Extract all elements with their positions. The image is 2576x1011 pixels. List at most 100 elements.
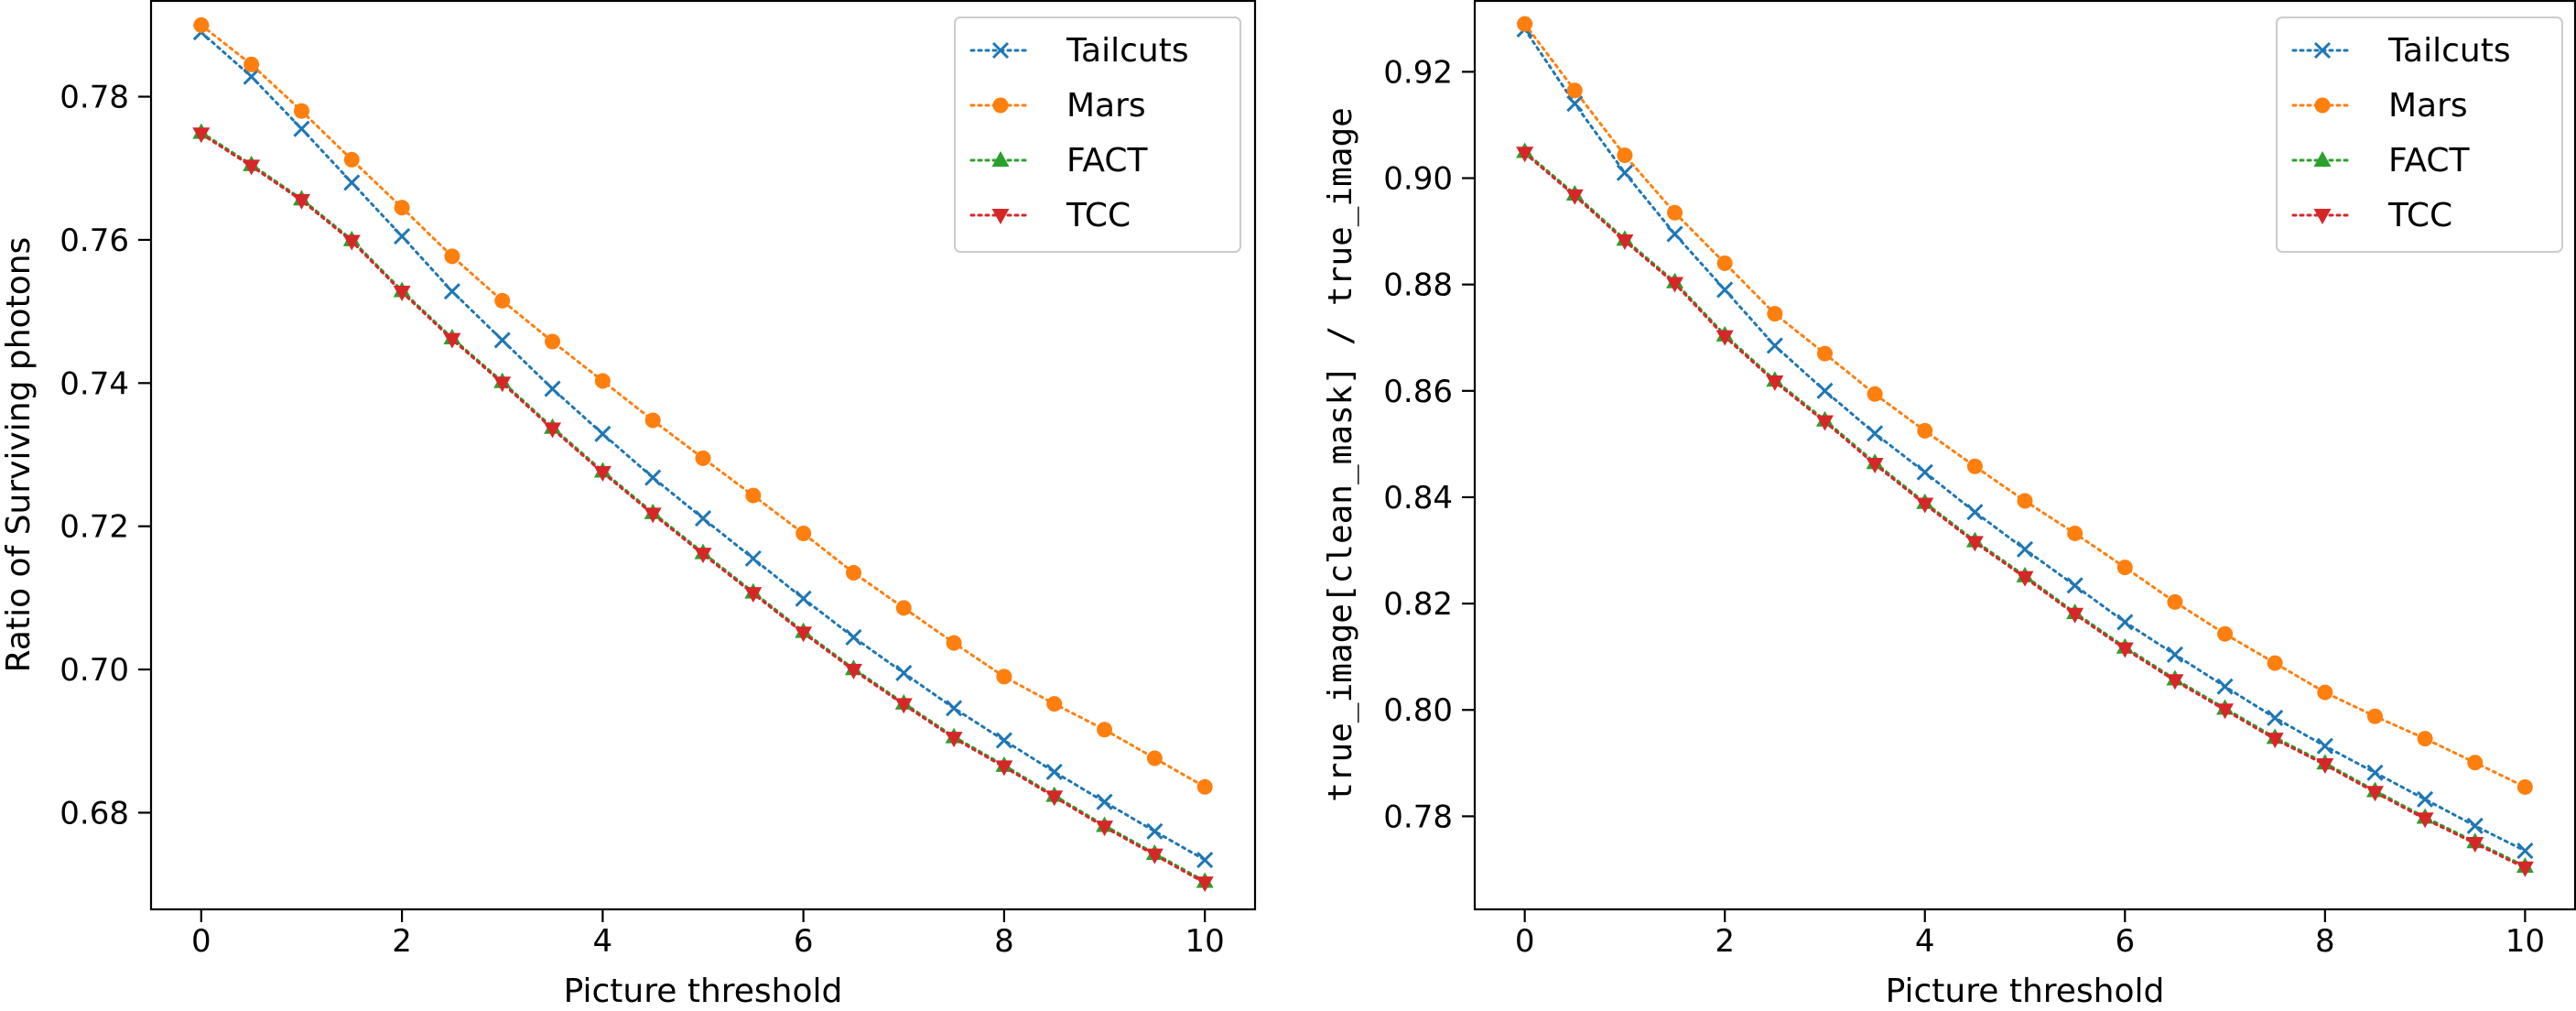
series-tcc xyxy=(1516,147,2534,877)
data-point-mars xyxy=(545,333,561,350)
data-point-tailcuts xyxy=(2267,709,2284,727)
data-point-tailcuts xyxy=(1916,463,1933,481)
y-tick-label: 0.82 xyxy=(1383,586,1453,623)
data-point-tailcuts xyxy=(1716,281,1734,299)
data-point-tcc xyxy=(744,587,763,603)
x-tick-label: 0 xyxy=(1515,923,1535,960)
data-point-mars xyxy=(394,200,410,216)
y-tick-label: 0.86 xyxy=(1383,374,1453,410)
legend-label: TCC xyxy=(1066,197,1131,234)
data-point-mars xyxy=(644,412,661,429)
data-point-tcc xyxy=(2365,786,2384,802)
x-tick-label: 2 xyxy=(392,923,412,960)
legend-marker xyxy=(991,209,1010,224)
data-point-tailcuts xyxy=(343,174,361,191)
series-line-tcc xyxy=(1523,151,2527,870)
data-point-mars xyxy=(996,669,1012,685)
data-point-mars xyxy=(1146,750,1163,766)
data-point-tcc xyxy=(1815,415,1834,431)
legend-entry-tailcuts: Tailcuts xyxy=(2291,32,2511,70)
data-point-tcc xyxy=(2116,642,2134,658)
data-point-tailcuts xyxy=(2116,614,2134,631)
y-tick-label: 0.84 xyxy=(1383,480,1453,516)
data-point-tailcuts xyxy=(995,732,1012,749)
data-point-tailcuts xyxy=(2216,678,2234,695)
data-point-tailcuts xyxy=(544,380,561,397)
y-tick-label: 0.74 xyxy=(60,365,129,402)
legend-label: FACT xyxy=(2388,142,2471,179)
data-point-mars xyxy=(2317,684,2333,701)
data-point-mars xyxy=(594,373,611,389)
data-point-tcc xyxy=(2166,674,2184,690)
data-point-tcc xyxy=(243,159,261,176)
data-point-mars xyxy=(1816,345,1833,362)
legend-marker xyxy=(992,97,1009,114)
data-point-tailcuts xyxy=(946,700,963,717)
y-tick-label: 0.80 xyxy=(1383,692,1453,729)
data-point-tcc xyxy=(393,286,411,302)
data-point-tailcuts xyxy=(394,227,411,245)
data-point-tcc xyxy=(192,127,211,144)
data-point-mars xyxy=(895,600,912,616)
y-tick-label: 0.78 xyxy=(60,80,129,116)
legend-entry-fact: FACT xyxy=(2291,142,2471,179)
legend-marker xyxy=(2313,151,2332,167)
legend: Tailcuts Mars FACT TCC xyxy=(2276,16,2563,253)
legend-box xyxy=(2276,16,2563,253)
data-point-mars xyxy=(2267,655,2283,671)
data-point-tcc xyxy=(2216,703,2235,720)
data-point-mars xyxy=(2116,560,2133,576)
x-tick-label: 4 xyxy=(593,923,613,960)
data-point-tailcuts xyxy=(795,590,812,607)
data-point-mars xyxy=(1917,422,1933,439)
data-point-tcc xyxy=(2466,836,2484,853)
x-tick-label: 0 xyxy=(191,923,211,960)
y-tick-label: 0.76 xyxy=(60,223,129,259)
data-point-tcc xyxy=(1516,147,1534,163)
data-point-mars xyxy=(2217,625,2234,642)
data-point-tcc xyxy=(1145,848,1164,864)
data-point-mars xyxy=(193,16,210,33)
data-point-tcc xyxy=(493,376,512,393)
x-axis-label: Picture threshold xyxy=(564,973,843,1010)
y-tick-label: 0.68 xyxy=(60,795,129,832)
data-point-tailcuts xyxy=(744,549,762,567)
data-point-tailcuts xyxy=(1816,382,1834,399)
data-point-mars xyxy=(293,103,309,119)
data-point-tcc xyxy=(2516,861,2534,877)
data-point-tailcuts xyxy=(2366,764,2384,781)
data-point-tcc xyxy=(1965,536,1984,552)
series-mars xyxy=(1517,16,2533,795)
data-point-mars xyxy=(2017,493,2033,509)
x-tick-label: 4 xyxy=(1915,923,1935,960)
x-tick-label: 2 xyxy=(1715,923,1735,960)
data-point-mars xyxy=(1566,82,1583,99)
series-tcc xyxy=(192,127,1214,893)
data-point-mars xyxy=(2467,755,2484,771)
data-point-mars xyxy=(1667,204,1683,221)
legend-entry-mars: Mars xyxy=(2291,87,2468,125)
data-point-mars xyxy=(1196,778,1213,795)
series-tailcuts xyxy=(192,24,1214,869)
data-point-tcc xyxy=(1196,876,1214,893)
data-point-tcc xyxy=(795,626,813,643)
data-point-mars xyxy=(796,526,812,542)
legend-marker xyxy=(2313,209,2332,224)
data-point-mars xyxy=(1716,255,1733,271)
data-point-mars xyxy=(2366,708,2383,724)
data-point-mars xyxy=(244,56,260,72)
legend-label: Mars xyxy=(1066,87,1146,125)
data-point-tcc xyxy=(2016,571,2034,587)
legend-entry-tcc: TCC xyxy=(969,197,1131,234)
data-point-tailcuts xyxy=(845,628,862,646)
y-tick-label: 0.88 xyxy=(1383,267,1453,304)
data-point-mars xyxy=(695,450,711,466)
data-point-tcc xyxy=(1616,234,1634,251)
chart-panel-1: 0 2 4 6 8 10 0.68 0.70 0.72 0.74 0.76 0.78 Picture t… xyxy=(0,0,1257,1010)
data-point-mars xyxy=(845,565,861,582)
data-point-tailcuts xyxy=(2066,577,2084,594)
data-point-tcc xyxy=(342,234,361,251)
x-tick-label: 10 xyxy=(2506,923,2545,960)
data-point-tcc xyxy=(593,466,612,483)
data-point-tailcuts xyxy=(2516,842,2534,860)
